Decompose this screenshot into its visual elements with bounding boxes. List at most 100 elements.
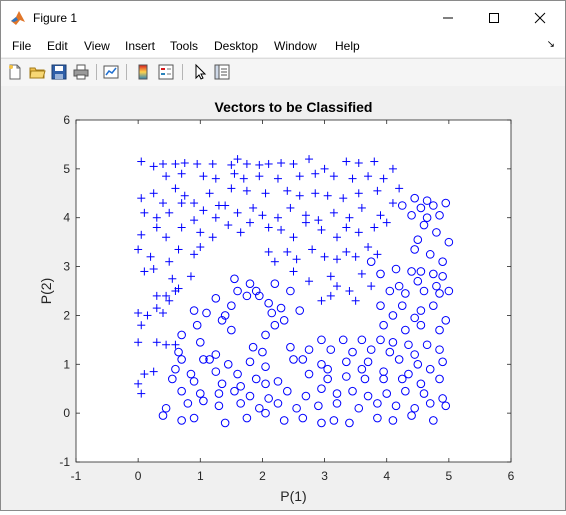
plus-marker	[171, 159, 180, 168]
plus-marker	[171, 287, 180, 295]
circle-marker	[217, 316, 227, 325]
scatter-chart[interactable]: Vectors to be Classified -1 0 1 2 3 4 5 6 -1 0 1 2 3…	[1, 86, 565, 510]
matlab-icon	[11, 11, 25, 25]
circle-marker	[177, 386, 186, 396]
circle-marker	[177, 330, 186, 340]
circle-marker	[419, 389, 429, 398]
menu-desktop[interactable]: Desktop	[214, 39, 259, 53]
x-tick-label: -1	[71, 469, 82, 483]
plus-marker	[159, 199, 167, 208]
circle-marker	[289, 355, 298, 364]
minimize-button[interactable]	[425, 1, 471, 35]
circle-marker	[438, 257, 447, 266]
plus-marker	[208, 233, 217, 242]
colorbar-icon[interactable]	[134, 63, 152, 81]
menu-insert[interactable]: Insert	[125, 39, 156, 53]
legend-icon[interactable]	[157, 63, 175, 81]
circle-marker	[435, 210, 444, 220]
plus-marker	[345, 287, 354, 295]
plus-marker	[351, 252, 360, 261]
maximize-icon	[489, 13, 499, 23]
circle-marker	[186, 369, 196, 379]
y-tick-label: -1	[59, 455, 70, 469]
plus-marker	[159, 308, 167, 317]
menu-tools[interactable]: Tools	[170, 39, 199, 53]
plus-marker	[329, 172, 338, 181]
plus-marker	[379, 174, 388, 183]
circle-marker	[394, 281, 404, 291]
data-markers	[134, 155, 454, 428]
y-tick-label: 5	[63, 162, 70, 176]
plus-marker	[258, 211, 267, 220]
x-tick-label: 1	[197, 469, 204, 483]
circle-marker	[422, 213, 432, 223]
plus-marker	[370, 223, 379, 232]
dock-arrow-icon[interactable]: ↘	[546, 39, 555, 50]
close-button[interactable]	[517, 1, 563, 35]
circle-marker	[326, 345, 336, 354]
menu-view[interactable]: View	[84, 39, 110, 53]
x-tick-label: 3	[321, 469, 328, 483]
minimize-icon	[443, 17, 453, 19]
circle-marker	[304, 369, 314, 379]
circle-marker	[236, 399, 245, 408]
maximize-button[interactable]	[471, 1, 517, 35]
plus-marker	[162, 291, 171, 300]
circle-marker	[401, 289, 410, 298]
plus-marker	[333, 255, 341, 264]
circle-marker	[236, 381, 245, 391]
plus-marker	[277, 158, 286, 167]
circle-marker	[385, 286, 395, 296]
circle-marker	[379, 374, 388, 384]
plus-marker	[351, 296, 360, 305]
plus-marker	[255, 160, 264, 169]
title-bar[interactable]: Figure 1	[1, 1, 565, 35]
circle-marker	[189, 377, 199, 386]
circle-marker	[441, 316, 451, 325]
new-figure-icon[interactable]	[6, 63, 24, 81]
plus-marker	[376, 211, 385, 220]
plus-marker	[171, 340, 180, 349]
menu-window[interactable]: Window	[274, 39, 317, 53]
circle-marker	[233, 286, 242, 296]
plus-marker	[224, 221, 233, 230]
x-tick-label: 6	[508, 469, 515, 483]
menu-help[interactable]: Help	[335, 39, 360, 53]
plus-marker	[264, 223, 273, 232]
y-tick-label: 1	[63, 357, 70, 371]
plus-marker	[342, 247, 351, 256]
circle-marker	[401, 325, 410, 335]
circle-marker	[242, 291, 252, 301]
plus-marker	[295, 172, 304, 181]
circle-marker	[295, 306, 305, 315]
circle-marker	[404, 369, 413, 379]
circle-marker	[199, 355, 208, 364]
circle-marker	[230, 274, 239, 284]
circle-marker	[205, 355, 214, 364]
link-plot-icon[interactable]	[102, 63, 120, 81]
plus-marker	[301, 218, 310, 227]
property-inspector-icon[interactable]	[213, 63, 231, 81]
circle-marker	[199, 396, 208, 406]
circle-marker	[410, 350, 419, 359]
print-icon[interactable]	[72, 63, 90, 81]
circle-marker	[348, 347, 357, 357]
circle-marker	[410, 245, 419, 254]
open-file-icon[interactable]	[28, 63, 46, 81]
plus-marker	[292, 255, 301, 264]
menu-file[interactable]: File	[12, 39, 32, 53]
plus-marker	[242, 159, 251, 168]
edit-plot-arrow-icon[interactable]	[191, 63, 209, 81]
menu-edit[interactable]: Edit	[47, 39, 68, 53]
circle-marker	[407, 267, 416, 276]
plus-marker	[152, 338, 161, 347]
chart-title: Vectors to be Classified	[215, 99, 373, 115]
circle-marker	[261, 408, 270, 418]
plus-marker	[162, 340, 171, 349]
plus-marker	[364, 172, 373, 181]
plus-marker	[308, 245, 317, 254]
save-icon[interactable]	[50, 63, 68, 81]
plus-marker	[137, 194, 146, 203]
circle-marker	[410, 193, 419, 203]
plus-marker	[317, 225, 326, 234]
